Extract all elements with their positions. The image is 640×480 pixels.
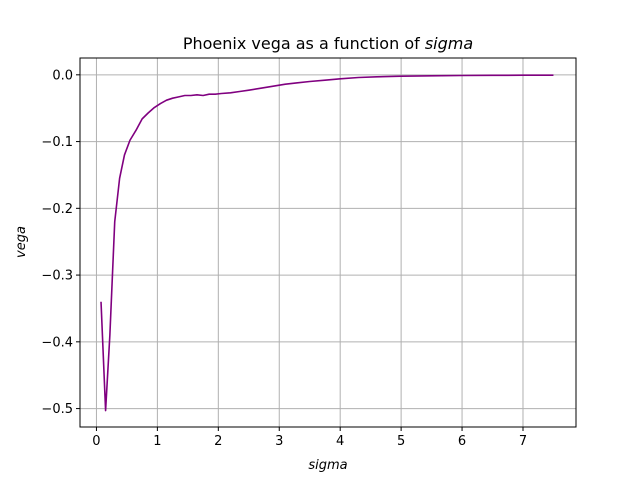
- series-line-0: [100, 74, 554, 412]
- chart-title: Phoenix vega as a function of sigma: [183, 34, 473, 53]
- x-tick-label: 3: [275, 434, 283, 449]
- x-tick-label: 6: [458, 434, 466, 449]
- chart-title-text: Phoenix vega as a function of: [183, 34, 425, 53]
- y-tick-label: −0.1: [41, 135, 73, 150]
- y-tick-label: −0.3: [41, 269, 73, 284]
- x-tick-label: 5: [397, 434, 405, 449]
- series-layer: [100, 74, 554, 412]
- y-tick-label: −0.2: [41, 202, 73, 217]
- x-axis-label: sigma: [308, 458, 347, 473]
- grid: [80, 58, 576, 427]
- y-tick-label: 0.0: [52, 68, 73, 83]
- y-tick-label: −0.5: [41, 402, 73, 417]
- chart-title-italic: sigma: [425, 34, 473, 53]
- x-axis: 0 1 2 3 4 5 6 7: [92, 427, 527, 449]
- x-tick-label: 0: [92, 434, 100, 449]
- y-axis: 0.0 −0.1 −0.2 −0.3 −0.4 −0.5: [41, 68, 80, 417]
- y-tick-label: −0.4: [41, 335, 73, 350]
- x-tick-label: 4: [336, 434, 344, 449]
- y-axis-label: vega: [14, 226, 29, 258]
- x-tick-label: 1: [153, 434, 161, 449]
- x-tick-label: 2: [214, 434, 222, 449]
- x-tick-label: 7: [519, 434, 527, 449]
- plot-frame: [79, 57, 577, 428]
